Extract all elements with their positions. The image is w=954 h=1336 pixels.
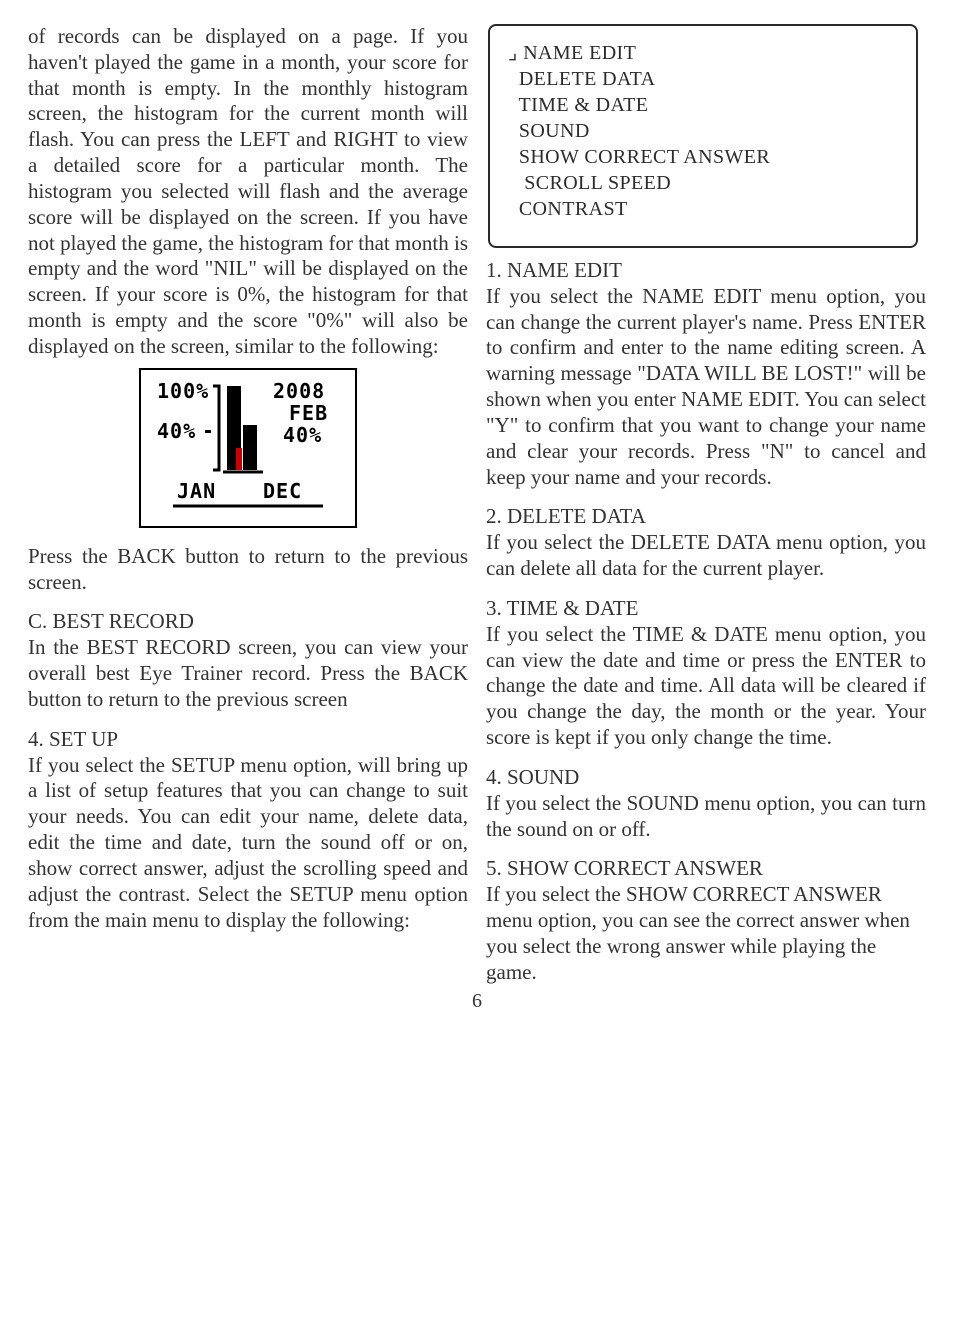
best-record-title: C. BEST RECORD (28, 609, 468, 635)
show-answer-title: 5. SHOW CORRECT ANSWER (486, 856, 926, 882)
label-dec: DEC (263, 479, 302, 503)
setup-title: 4. SET UP (28, 727, 468, 753)
time-date-title: 3. TIME & DATE (486, 596, 926, 622)
name-edit-body: If you select the NAME EDIT menu option,… (486, 284, 926, 491)
menu-item: SCROLL SPEED (519, 172, 671, 194)
show-answer-body: If you select the SHOW CORRECT ANSWER me… (486, 882, 926, 985)
menu-item: CONTRAST (519, 198, 628, 220)
setup-body: If you select the SETUP menu option, wil… (28, 753, 468, 934)
label-100: 100% (157, 380, 209, 403)
name-edit-title: 1. NAME EDIT (486, 258, 926, 284)
histogram-figure: 100% 2008 FEB 40% 40% (139, 368, 357, 528)
menu-item: DELETE DATA (519, 68, 656, 90)
menu-item: NAME EDIT (523, 42, 636, 64)
label-jan: JAN (177, 479, 216, 503)
label-40-right: 40% (283, 423, 322, 447)
sound-title: 4. SOUND (486, 765, 926, 791)
label-40-left: 40% (157, 419, 196, 443)
delete-data-title: 2. DELETE DATA (486, 504, 926, 530)
label-year: 2008 (273, 380, 325, 403)
right-column: ⌟ NAME EDIT DELETE DATA TIME & DATE SOUN… (486, 24, 926, 986)
time-date-body: If you select the TIME & DATE menu optio… (486, 622, 926, 751)
sound-body: If you select the SOUND menu option, you… (486, 791, 926, 843)
menu-item: SOUND (519, 120, 590, 142)
menu-item: SHOW CORRECT ANSWER (519, 146, 770, 168)
left-column: of records can be displayed on a page. I… (28, 24, 468, 986)
delete-data-body: If you select the DELETE DATA menu optio… (486, 530, 926, 582)
histogram-intro-paragraph: of records can be displayed on a page. I… (28, 24, 468, 360)
cursor-icon: ⌟ (508, 42, 518, 64)
setup-menu-box: ⌟ NAME EDIT DELETE DATA TIME & DATE SOUN… (488, 24, 918, 248)
best-record-body: In the BEST RECORD screen, you can view … (28, 635, 468, 712)
menu-item: TIME & DATE (518, 94, 648, 116)
page-number: 6 (28, 990, 926, 1013)
label-month: FEB (289, 401, 328, 425)
back-instruction: Press the BACK button to return to the p… (28, 544, 468, 596)
